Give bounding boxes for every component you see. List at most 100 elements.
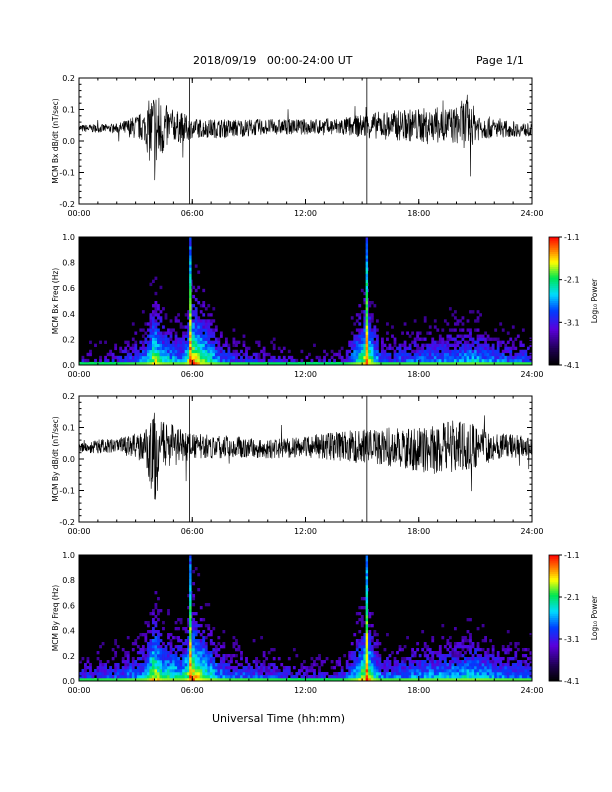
heatmap-cell bbox=[386, 657, 389, 661]
heatmap-cell bbox=[139, 340, 143, 344]
heatmap-cell bbox=[169, 352, 173, 357]
heatmap-cell bbox=[494, 328, 498, 332]
heatmap-cell bbox=[358, 328, 362, 332]
heatmap-burst-cell bbox=[189, 340, 192, 344]
heatmap-cell bbox=[343, 361, 347, 366]
heatmap-cell bbox=[453, 322, 457, 326]
colorbar-swatch bbox=[549, 275, 559, 278]
heatmap-cell bbox=[401, 358, 404, 363]
heatmap-burst-cell bbox=[365, 258, 369, 262]
heatmap-cell bbox=[204, 307, 208, 311]
heatmap-cell bbox=[491, 663, 495, 667]
heatmap-cell bbox=[491, 654, 495, 658]
heatmap-cell bbox=[368, 319, 372, 323]
heatmap-cell bbox=[386, 337, 389, 341]
heatmap-cell bbox=[119, 349, 123, 354]
heatmap-cell bbox=[177, 672, 180, 676]
heatmap-cell bbox=[162, 352, 165, 357]
heatmap-cell bbox=[411, 349, 415, 354]
heatmap-cell bbox=[192, 328, 196, 332]
heatmap-cell bbox=[403, 358, 407, 363]
heatmap-cell bbox=[453, 660, 457, 664]
heatmap-cell bbox=[436, 672, 440, 676]
heatmap-cell bbox=[159, 672, 163, 676]
heatmap-cell bbox=[310, 678, 314, 682]
heatmap-cell bbox=[423, 355, 427, 360]
heatmap-cell bbox=[159, 316, 163, 320]
heatmap-cell bbox=[355, 639, 359, 643]
heatmap-cell bbox=[162, 621, 165, 625]
heatmap-cell bbox=[235, 678, 238, 682]
heatmap-cell bbox=[308, 669, 311, 673]
heatmap-cell bbox=[466, 328, 470, 332]
heatmap-cell bbox=[207, 633, 211, 637]
colorbar-swatch bbox=[549, 256, 559, 259]
heatmap-cell bbox=[192, 304, 196, 308]
heatmap-cell bbox=[516, 334, 520, 338]
heatmap-burst-cell bbox=[365, 606, 369, 610]
heatmap-cell bbox=[154, 651, 158, 655]
series-line bbox=[78, 412, 533, 500]
colorbar-swatch bbox=[549, 245, 559, 249]
heatmap-cell bbox=[179, 340, 183, 344]
heatmap-cell bbox=[438, 678, 442, 682]
heatmap-cell bbox=[202, 636, 206, 640]
heatmap-cell bbox=[363, 361, 367, 366]
heatmap-burst-cell bbox=[365, 279, 369, 284]
heatmap-cell bbox=[242, 361, 246, 366]
heatmap-cell bbox=[305, 669, 309, 673]
heatmap-cell bbox=[136, 651, 140, 655]
heatmap-cell bbox=[529, 666, 533, 670]
heatmap-cell bbox=[481, 352, 485, 357]
heatmap-cell bbox=[204, 645, 208, 649]
heatmap-cell bbox=[456, 355, 460, 360]
heatmap-cell bbox=[456, 657, 460, 661]
heatmap-cell bbox=[373, 654, 377, 658]
heatmap-cell bbox=[197, 270, 201, 274]
heatmap-cell bbox=[368, 612, 372, 616]
heatmap-cell bbox=[194, 322, 198, 326]
colorbar-swatch bbox=[549, 649, 559, 652]
heatmap-cell bbox=[139, 352, 143, 357]
heatmap-cell bbox=[360, 660, 364, 664]
heatmap-cell bbox=[222, 645, 226, 649]
heatmap-cell bbox=[214, 352, 218, 357]
colorbar-swatch bbox=[549, 666, 559, 669]
heatmap-cell bbox=[360, 328, 364, 332]
heatmap-burst-cell bbox=[365, 609, 369, 613]
heatmap-cell bbox=[277, 361, 281, 366]
heatmap-cell bbox=[222, 675, 226, 679]
heatmap-cell bbox=[250, 678, 253, 682]
heatmap-cell bbox=[157, 678, 160, 682]
heatmap-cell bbox=[406, 355, 409, 360]
heatmap-cell bbox=[179, 349, 183, 354]
heatmap-cell bbox=[172, 648, 175, 652]
heatmap-cell bbox=[157, 352, 160, 357]
heatmap-cell bbox=[79, 361, 82, 366]
heatmap-cell bbox=[406, 669, 409, 673]
heatmap-cell bbox=[265, 675, 269, 679]
heatmap-cell bbox=[182, 672, 185, 676]
heatmap-cell bbox=[370, 337, 374, 341]
heatmap-cell bbox=[169, 669, 173, 673]
heatmap-cell bbox=[267, 663, 271, 667]
heatmap-cell bbox=[393, 337, 397, 341]
heatmap-cell bbox=[214, 675, 218, 679]
heatmap-cell bbox=[370, 361, 374, 366]
heatmap-cell bbox=[227, 663, 231, 667]
heatmap-cell bbox=[474, 666, 477, 670]
heatmap-cell bbox=[174, 355, 178, 360]
heatmap-cell bbox=[212, 358, 216, 363]
heatmap-cell bbox=[295, 358, 299, 363]
heatmap-cell bbox=[202, 618, 206, 622]
heatmap-cell bbox=[370, 355, 374, 360]
heatmap-cell bbox=[177, 675, 180, 679]
heatmap-cell bbox=[514, 645, 518, 649]
colorbar-swatch bbox=[549, 639, 559, 642]
heatmap-cell bbox=[287, 657, 291, 661]
heatmap-cell bbox=[466, 361, 470, 366]
heatmap-cell bbox=[179, 337, 183, 341]
heatmap-cell bbox=[438, 337, 442, 341]
heatmap-cell bbox=[398, 669, 402, 673]
heatmap-cell bbox=[514, 352, 518, 357]
